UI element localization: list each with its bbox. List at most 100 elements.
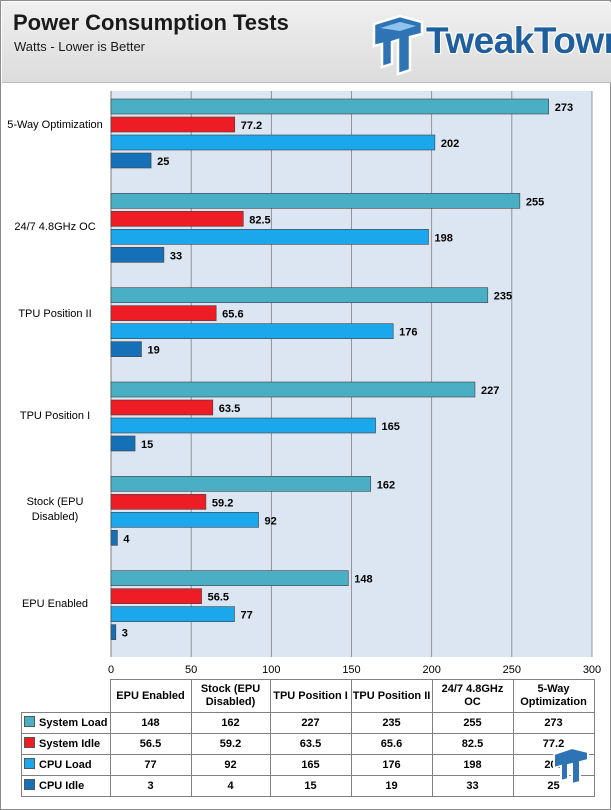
table-row-header: CPU Load xyxy=(21,754,111,776)
category-label: TPU Position I xyxy=(19,409,91,422)
data-label: 3 xyxy=(122,628,128,640)
data-label: 59.2 xyxy=(212,497,233,509)
table-cell: 165 xyxy=(269,754,352,776)
bar-cpu-load xyxy=(110,512,259,528)
data-label: 56.5 xyxy=(208,592,229,604)
category-label: 5-Way Optimization xyxy=(7,119,103,131)
table-cell: 162 xyxy=(190,712,271,734)
table-cell: 255 xyxy=(431,712,514,734)
data-label: 273 xyxy=(555,102,573,114)
table-corner xyxy=(21,679,111,713)
data-label: 77.2 xyxy=(241,120,262,132)
bar-cpu-load xyxy=(110,134,436,151)
logo-text: TweakTown xyxy=(426,20,611,61)
table-row-header: System Idle xyxy=(21,733,111,755)
category-label: Stock (EPU Disabled) xyxy=(26,496,84,524)
data-label: 165 xyxy=(382,421,400,433)
legend-swatch xyxy=(24,758,35,769)
bar-system-idle xyxy=(110,494,207,510)
category-label: TPU Position II xyxy=(18,307,92,320)
table-row-header: System Load xyxy=(21,712,111,734)
bar-cpu-idle xyxy=(110,530,118,546)
table-cell: 59.2 xyxy=(190,733,271,755)
data-label: 25 xyxy=(157,156,169,168)
table-column-header: EPU Enabled xyxy=(109,679,192,713)
table-body: System Load 148 162 227 235 255 273 System Idle… xyxy=(21,712,595,797)
table-cell: 19 xyxy=(350,775,433,797)
bar-system-idle xyxy=(110,399,214,416)
bar-system-load xyxy=(110,570,349,586)
x-tick-label: 50 xyxy=(185,664,197,676)
bar-system-load xyxy=(110,193,521,209)
data-table: EPU Enabled Stock (EPU Disabled) TPU Posit… xyxy=(21,679,595,797)
chart-subtitle: Watts - Lower is Better xyxy=(14,39,145,54)
category-label: 24/7 4.8GHz OC xyxy=(14,220,96,233)
tweaktown-watermark-icon xyxy=(553,746,589,786)
data-label: 176 xyxy=(399,327,417,339)
table-header-row: EPU Enabled Stock (EPU Disabled) TPU Posit… xyxy=(21,679,595,713)
bar-cpu-idle xyxy=(110,341,142,357)
table-cell: 227 xyxy=(269,712,352,734)
legend-swatch xyxy=(24,737,35,748)
bar-system-idle xyxy=(110,116,236,133)
bar-system-idle xyxy=(110,211,244,227)
table-cell: 148 xyxy=(109,712,192,734)
bar-system-idle xyxy=(110,305,217,321)
table-cell: 92 xyxy=(190,754,271,776)
bar-system-idle xyxy=(110,588,202,604)
x-tick-label: 150 xyxy=(342,664,360,676)
data-label: 63.5 xyxy=(219,403,240,415)
table-cell: 33 xyxy=(431,775,514,797)
legend-label: System Idle xyxy=(39,738,101,750)
data-label: 202 xyxy=(441,138,459,150)
bar-system-load xyxy=(110,287,489,303)
tweaktown-logo-icon xyxy=(372,14,424,76)
bar-cpu-load xyxy=(110,606,235,622)
bar-system-load xyxy=(110,381,476,398)
table-cell: 4 xyxy=(190,775,271,797)
legend-swatch xyxy=(24,779,35,790)
data-label: 65.6 xyxy=(222,309,243,321)
table-column-header: TPU Position I xyxy=(269,679,352,713)
table-cell: 56.5 xyxy=(109,733,192,755)
table-row: System Load 148 162 227 235 255 273 xyxy=(21,712,595,734)
bar-cpu-idle xyxy=(110,247,165,263)
data-label: 33 xyxy=(170,250,182,262)
x-tick-label: 0 xyxy=(108,664,114,676)
table-cell: 273 xyxy=(512,712,595,734)
table-row: CPU Idle 3 4 15 19 33 25 xyxy=(21,775,595,797)
table-column-header: Stock (EPU Disabled) xyxy=(190,679,271,713)
table-cell: 3 xyxy=(109,775,192,797)
tweaktown-logo: TweakTown xyxy=(370,14,611,76)
table-cell: 176 xyxy=(350,754,433,776)
table-cell: 198 xyxy=(431,754,514,776)
table-column-header: 5-Way Optimization xyxy=(512,679,595,713)
table-row: System Idle 56.5 59.2 63.5 65.6 82.5 77.2 xyxy=(21,733,595,755)
data-label: 198 xyxy=(434,232,452,244)
data-label: 77 xyxy=(240,610,252,622)
data-label: 235 xyxy=(494,291,512,303)
bar-system-load xyxy=(110,476,372,492)
data-label: 92 xyxy=(265,515,277,527)
x-tick-label: 300 xyxy=(583,664,601,676)
bar-cpu-idle xyxy=(110,152,152,169)
table-column-header: TPU Position II xyxy=(350,679,433,713)
table-cell: 15 xyxy=(269,775,352,797)
table-cell: 63.5 xyxy=(269,733,352,755)
bar-cpu-load xyxy=(110,229,429,245)
table-row: CPU Load7792165176198202 xyxy=(21,754,595,776)
table-cell: 65.6 xyxy=(350,733,433,755)
legend-label: CPU Load xyxy=(39,759,92,771)
bar-cpu-load xyxy=(110,323,394,339)
table-row-header: CPU Idle xyxy=(21,775,111,797)
bar-cpu-idle xyxy=(110,435,136,452)
bar-cpu-load xyxy=(110,417,376,434)
chart-header: Power Consumption Tests Watts - Lower is… xyxy=(2,2,611,83)
data-label: 255 xyxy=(526,196,544,208)
bar-system-load xyxy=(110,98,550,115)
bar-chart: 0 50 100 150 200 250 300 148 56.5 77 3 162 59.2 92 4 22… xyxy=(108,91,601,676)
data-label: 19 xyxy=(147,345,159,357)
data-label: 4 xyxy=(123,533,130,545)
table-cell: 82.5 xyxy=(431,733,514,755)
